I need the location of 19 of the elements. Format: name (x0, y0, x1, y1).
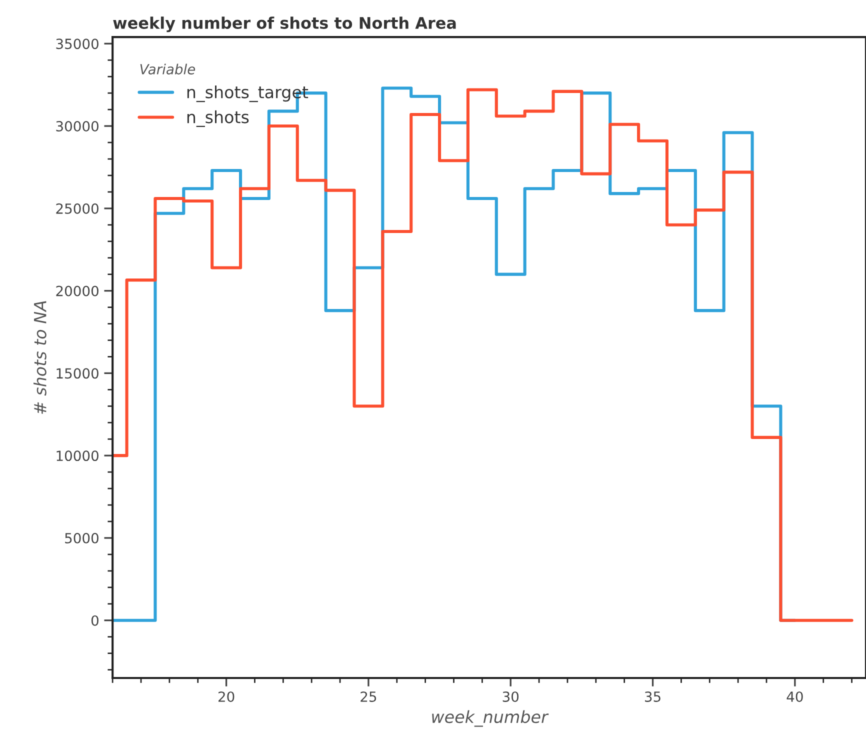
y-tick-label: 35000 (56, 38, 98, 50)
y-tick-label: 25000 (56, 203, 98, 214)
y-tick-label: 15000 (56, 368, 98, 379)
legend-label: n_shots_target (187, 85, 308, 102)
y-tick-label: 10000 (56, 450, 98, 462)
x-tick-label: 35 (644, 691, 660, 702)
y-axis-title: # shots to NA (34, 301, 46, 414)
x-tick-label: 20 (218, 691, 234, 702)
x-tick-label: 25 (360, 691, 376, 702)
y-tick-label: 20000 (56, 286, 98, 296)
x-axis-title: week_number (432, 710, 549, 727)
y-tick-label: 30000 (56, 120, 98, 132)
legend-label: n_shots (187, 110, 249, 128)
chart-title: weekly number of shots to North Area (113, 16, 456, 32)
y-tick-label: 5000 (65, 532, 98, 544)
legend-title: Variable (140, 64, 196, 74)
x-tick-label: 40 (786, 691, 803, 702)
x-tick-label: 30 (502, 691, 519, 702)
y-tick-label: 0 (91, 615, 98, 626)
